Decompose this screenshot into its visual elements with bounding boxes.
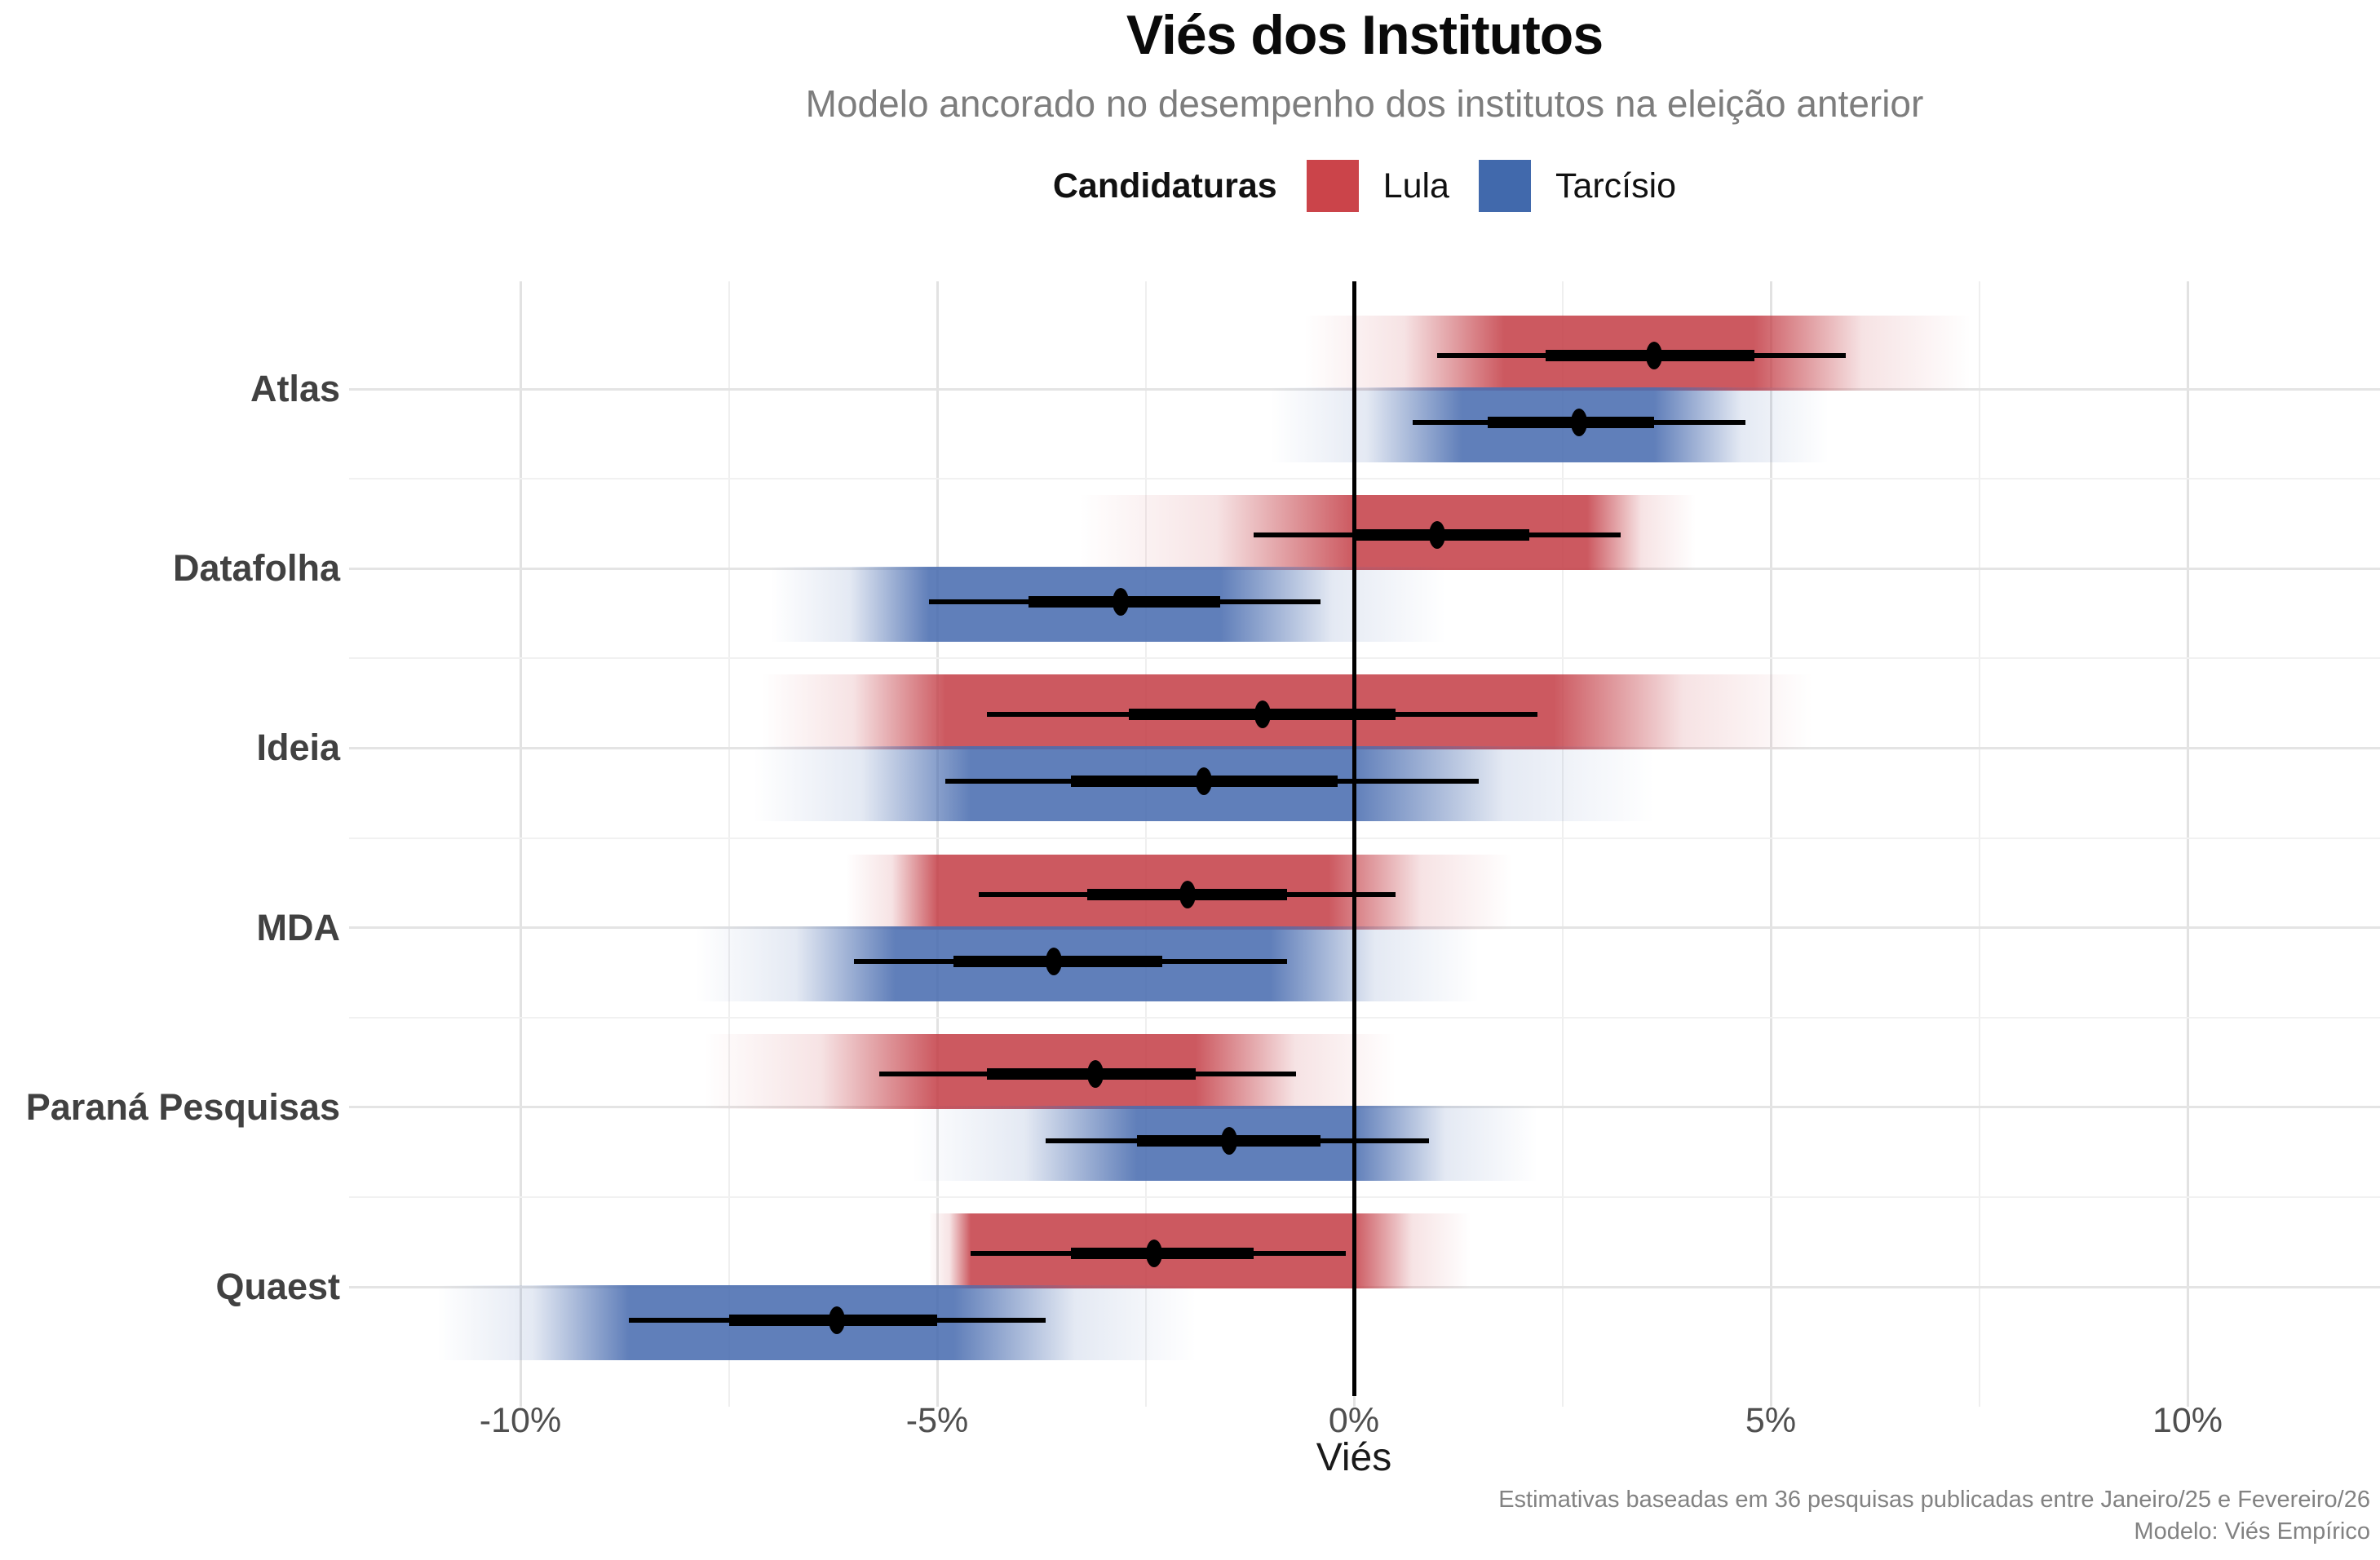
gridline-x-major (936, 281, 939, 1407)
x-tick-label: 5% (1745, 1401, 1797, 1440)
x-tick-label: 0% (1328, 1401, 1380, 1440)
gridline-y-minor (349, 837, 2380, 839)
legend-item-tarcisio: Tarcísio (1478, 160, 1677, 212)
legend-item-lula: Lula (1306, 160, 1449, 212)
caption-line-2: Modelo: Viés Empírico (2134, 1518, 2370, 1545)
caption-line-1: Estimativas baseadas em 36 pesquisas pub… (1498, 1487, 2370, 1513)
legend: Candidaturas Lula Tarcísio (349, 155, 2380, 217)
gridline-x-major (519, 281, 522, 1407)
median-point-lula (1087, 1059, 1104, 1088)
gridline-x-minor (1144, 281, 1147, 1407)
gridline-y-minor (349, 1195, 2380, 1198)
x-tick-label: -10% (479, 1401, 562, 1440)
median-point-tarcisio (1196, 767, 1212, 796)
gridline-x-minor (728, 281, 730, 1407)
institute-label: Ideia (256, 727, 340, 769)
median-point-lula (1254, 700, 1271, 729)
gridline-x-major (2186, 281, 2189, 1407)
median-point-tarcisio (1046, 947, 1063, 975)
x-tick-label: -5% (905, 1401, 969, 1440)
median-point-tarcisio (1112, 588, 1129, 616)
gridline-y-minor (349, 1016, 2380, 1019)
institute-label: Quaest (215, 1266, 340, 1307)
interval-inner-lula (1070, 1248, 1254, 1259)
institute-label: Paraná Pesquisas (25, 1085, 340, 1128)
tarcisio-color-swatch (1478, 160, 1531, 212)
median-point-lula (1145, 1240, 1162, 1267)
gridline-y-minor (349, 478, 2380, 480)
legend-title: Candidaturas (1052, 166, 1277, 205)
interval-inner-tarcisio (1487, 417, 1654, 428)
x-axis-title: Viés (1316, 1436, 1392, 1479)
zero-reference-line (1351, 281, 1356, 1396)
lula-color-swatch (1306, 160, 1359, 212)
median-point-tarcisio (1570, 409, 1587, 436)
median-point-tarcisio (829, 1306, 846, 1334)
median-point-lula (1179, 880, 1196, 908)
median-point-lula (1429, 521, 1446, 550)
gridline-x-minor (1978, 281, 1980, 1407)
gridline-x-minor (1561, 281, 1564, 1407)
institute-label: MDA (256, 906, 340, 948)
median-point-tarcisio (1220, 1126, 1237, 1155)
institute-label: Atlas (250, 368, 340, 409)
legend-label-tarcisio: Tarcísio (1555, 166, 1677, 205)
caption: Estimativas baseadas em 36 pesquisas pub… (1498, 1484, 2370, 1548)
gridline-x-major (1769, 281, 1772, 1407)
institute-label: Datafolha (172, 547, 340, 590)
legend-label-lula: Lula (1382, 166, 1449, 205)
chart-subtitle: Modelo ancorado no desempenho dos instit… (805, 82, 1924, 125)
median-point-lula (1645, 342, 1662, 369)
chart-title: Viés dos Institutos (1126, 4, 1604, 66)
x-tick-label: 10% (2152, 1401, 2223, 1440)
gridline-y-minor (349, 657, 2380, 660)
